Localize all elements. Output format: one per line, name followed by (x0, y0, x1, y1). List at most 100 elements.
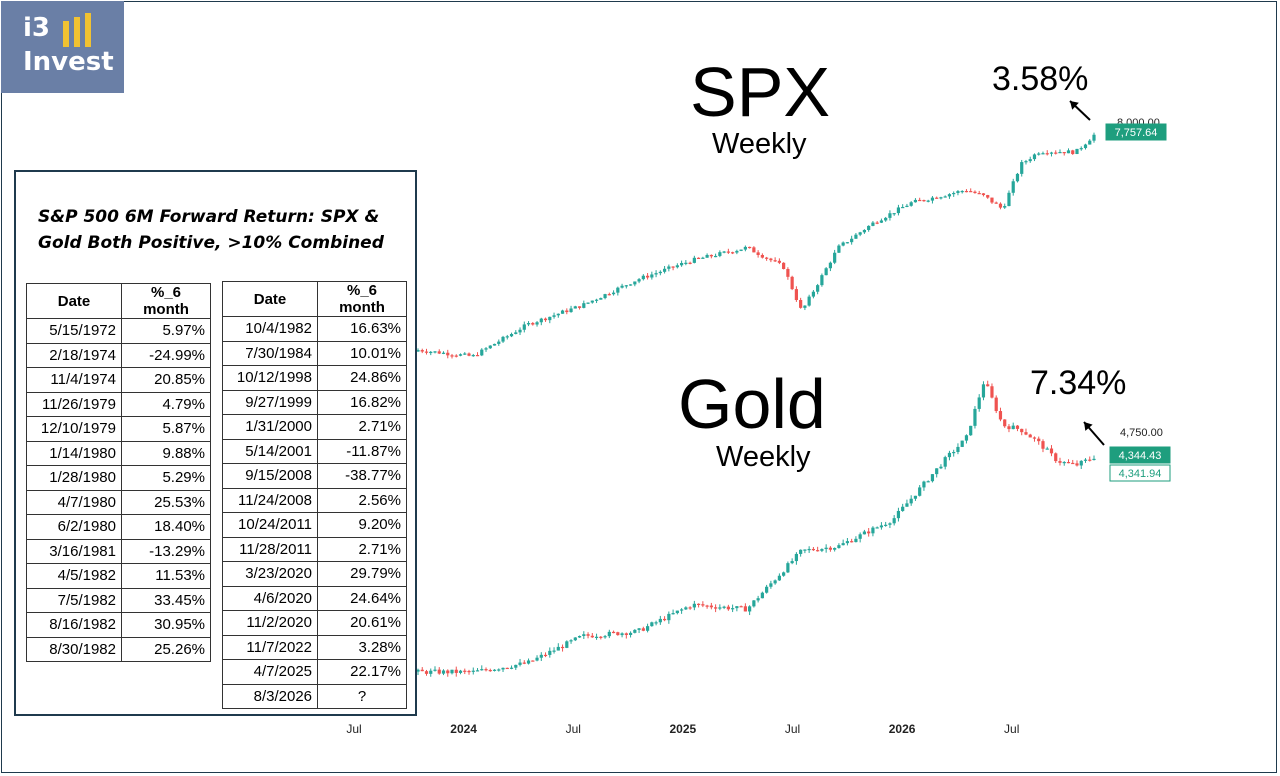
date-cell: 11/7/2022 (222, 634, 318, 660)
candle-body (748, 246, 752, 249)
date-cell: 7/30/1984 (222, 340, 318, 366)
candle-body (1071, 462, 1075, 465)
spx-subtitle: Weekly (712, 128, 807, 160)
candle-body (913, 495, 918, 499)
table-row: 10/12/1998 24.86% (222, 365, 407, 391)
candle-body (1088, 459, 1092, 461)
table-row: 11/4/1974 20.85% (26, 367, 211, 393)
candle-body (722, 606, 726, 608)
candle-body (735, 606, 739, 609)
candle-body (918, 199, 922, 202)
candle-body (1049, 448, 1054, 454)
date-cell: 10/4/1982 (222, 316, 318, 342)
return-cell: 29.79% (317, 561, 407, 587)
candle-body (956, 446, 960, 452)
candle-body (1015, 173, 1020, 182)
candle-body (1024, 432, 1028, 435)
candle-body (577, 635, 582, 638)
table-row: 11/2/2020 20.61% (222, 610, 407, 636)
candle-body (867, 531, 871, 534)
candle-body (1045, 153, 1049, 155)
candle-body (845, 242, 850, 244)
candle-body (684, 607, 688, 610)
candle-body (820, 549, 824, 551)
return-cell: 11.53% (121, 563, 211, 589)
date-cell: 5/14/2001 (222, 438, 318, 464)
candle-body (607, 631, 611, 637)
candle-body (1054, 152, 1058, 154)
candle-body (811, 548, 815, 551)
candle-body (416, 350, 420, 352)
table-row: 10/24/2011 9.20% (222, 512, 407, 538)
candle-body (858, 232, 862, 235)
candle-body (1062, 462, 1066, 464)
logo-bar (74, 17, 80, 47)
candle-body (658, 271, 662, 274)
candle-body (935, 197, 939, 199)
candle-body (650, 274, 654, 278)
candle-body (807, 296, 811, 306)
candle-body (611, 292, 616, 295)
date-cell: 9/15/2008 (222, 463, 318, 489)
candle-body (420, 669, 424, 672)
candle-body (505, 667, 509, 670)
candle-body (705, 254, 709, 258)
date-cell: 11/2/2020 (222, 610, 318, 636)
x-axis-tick-label: Jul (785, 722, 800, 736)
candle-body (645, 275, 650, 278)
candle-body (594, 299, 599, 301)
candle-body (1075, 148, 1079, 155)
date-cell: 4/7/1980 (26, 489, 122, 515)
candle-body (492, 669, 497, 671)
candle-body (701, 257, 705, 259)
candle-body (909, 498, 913, 504)
candle-body (641, 628, 645, 631)
candle-body (416, 669, 420, 672)
candle-body (514, 332, 518, 334)
date-cell: 3/16/1981 (26, 538, 122, 564)
x-axis-tick-label: 2025 (670, 722, 697, 736)
gold-title: Gold (678, 365, 826, 443)
candle-body (926, 200, 930, 202)
return-cell: 5.29% (121, 465, 211, 491)
candle-body (458, 354, 463, 356)
candle-body (492, 343, 497, 346)
candle-body (637, 628, 641, 630)
candle-body (981, 193, 986, 196)
candle-body (675, 265, 679, 268)
table-row: 4/7/2025 22.17% (222, 659, 407, 685)
candle-body (769, 258, 773, 261)
x-axis-tick-label: 2026 (889, 722, 916, 736)
candle-body (726, 251, 730, 253)
candle-body (879, 525, 884, 528)
candle-body (811, 291, 815, 297)
candle-body (994, 397, 998, 412)
candle-body (531, 660, 535, 662)
candle-body (616, 632, 620, 636)
return-cell: 3.28% (317, 634, 407, 660)
candle-body (773, 260, 777, 262)
candle-body (420, 350, 424, 352)
candle-body (1020, 162, 1024, 174)
table-row: 5/14/2001 -11.87% (222, 438, 407, 464)
candle-body (1028, 434, 1032, 438)
candle-body (1092, 458, 1096, 461)
candle-body (807, 548, 811, 551)
spx-price-tag: 7,757.64 (1115, 127, 1158, 139)
candle-body (594, 636, 599, 638)
col-header-date: Date (26, 283, 122, 319)
table-title: S&P 500 6M Forward Return: SPX & Gold Bo… (38, 207, 384, 253)
candle-body (1011, 425, 1015, 430)
candle-body (560, 310, 565, 314)
table-row: 12/10/1979 5.87% (26, 416, 211, 442)
candle-body (867, 225, 871, 230)
table-row: 9/15/2008 -38.77% (222, 463, 407, 489)
candle-body (969, 191, 973, 193)
candle-body (786, 563, 790, 573)
candle-body (1083, 144, 1088, 149)
candle-body (497, 669, 501, 671)
candle-body (888, 523, 892, 525)
candle-body (624, 285, 628, 287)
